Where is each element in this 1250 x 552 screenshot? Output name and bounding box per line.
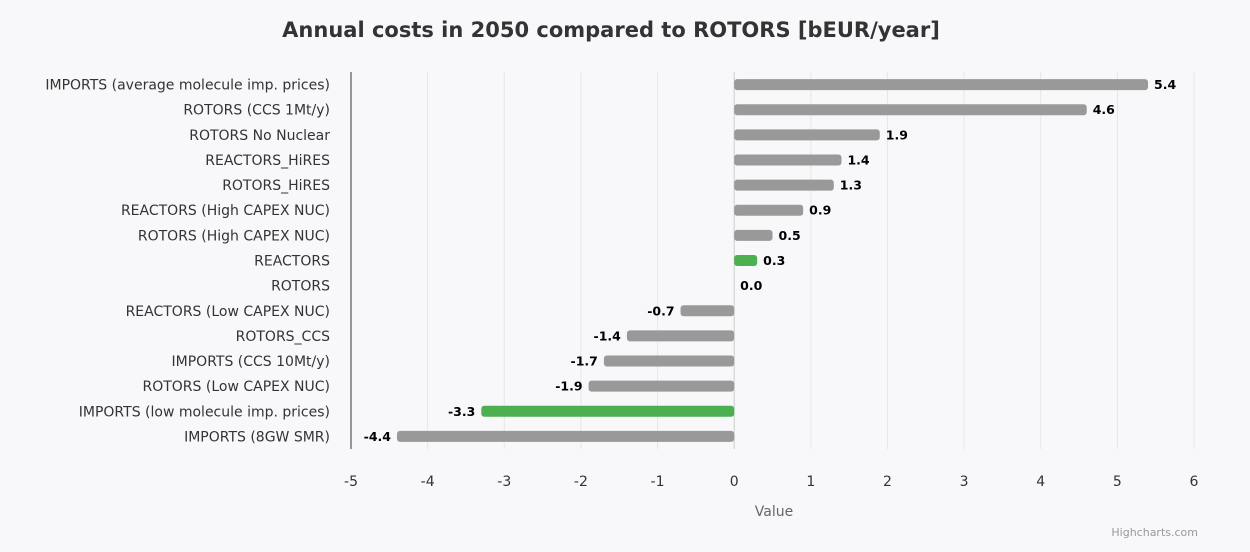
category-label: ROTORS (High CAPEX NUC) <box>138 228 330 244</box>
x-tick-label: 4 <box>1036 474 1045 490</box>
category-label: ROTORS_HiRES <box>222 178 330 194</box>
category-label: IMPORTS (8GW SMR) <box>184 429 330 445</box>
x-tick-label: -1 <box>651 474 665 490</box>
x-tick-label: 6 <box>1190 474 1199 490</box>
data-label: -1.4 <box>594 328 622 343</box>
x-tick-label: 1 <box>806 474 815 490</box>
bar <box>734 229 773 241</box>
x-tick-label: 0 <box>730 474 739 490</box>
data-label: 1.3 <box>840 178 862 193</box>
bar <box>626 330 735 342</box>
x-tick-label: 5 <box>1113 474 1122 490</box>
category-labels: IMPORTS (average molecule imp. prices) RO… <box>45 78 330 446</box>
bar <box>734 129 880 141</box>
category-label: REACTORS (High CAPEX NUC) <box>121 203 330 219</box>
data-label: 0.9 <box>809 203 831 218</box>
x-tick-label: -3 <box>497 474 511 490</box>
data-label: -1.7 <box>571 354 598 369</box>
bar <box>734 79 1149 91</box>
data-label: 0.3 <box>763 253 785 268</box>
data-label: 1.9 <box>886 127 908 142</box>
category-label: ROTORS No Nuclear <box>189 128 330 144</box>
bar <box>734 104 1087 116</box>
category-label: IMPORTS (average molecule imp. prices) <box>45 78 330 94</box>
category-label: IMPORTS (low molecule imp. prices) <box>79 404 330 420</box>
data-label: -0.7 <box>647 303 674 318</box>
category-label: ROTORS (Low CAPEX NUC) <box>142 379 330 395</box>
category-label: REACTORS (Low CAPEX NUC) <box>126 304 330 320</box>
category-label: ROTORS (CCS 1Mt/y) <box>183 103 330 119</box>
data-label: -1.9 <box>555 379 582 394</box>
bar <box>734 179 834 191</box>
category-label: IMPORTS (CCS 10Mt/y) <box>172 354 330 370</box>
data-label: 1.4 <box>847 152 869 167</box>
bar <box>734 255 758 266</box>
category-label: ROTORS_CCS <box>236 329 330 345</box>
data-label: -4.4 <box>364 429 392 444</box>
x-tick-label: -5 <box>344 474 358 490</box>
category-label: REACTORS <box>254 254 330 270</box>
data-label: 0.0 <box>740 278 762 293</box>
credits-link[interactable]: Highcharts.com <box>1111 526 1198 539</box>
x-axis-title: Value <box>755 504 793 520</box>
bar <box>680 305 735 317</box>
bar <box>588 380 735 392</box>
bar <box>481 405 735 417</box>
data-label: 0.5 <box>779 228 801 243</box>
bar <box>734 204 804 216</box>
category-label: REACTORS_HiRES <box>205 153 330 169</box>
bars: 5.4 4.6 1.9 1.4 1.3 0.9 0.5 0.30.0 -0.7 -1.4 -1.7 -… <box>364 77 1177 444</box>
data-label: -3.3 <box>448 404 475 419</box>
chart-title: Annual costs in 2050 compared to ROTORS … <box>282 18 940 42</box>
bar <box>734 154 842 166</box>
x-axis-ticks: -5 -4 -3 -2 -1 0 1 2 3 4 5 6 <box>344 474 1199 490</box>
bar <box>603 355 735 367</box>
data-label: 5.4 <box>1154 77 1176 92</box>
bar <box>396 430 735 442</box>
category-label: ROTORS <box>271 279 330 295</box>
grid-lines <box>427 72 1195 449</box>
x-tick-label: -4 <box>421 474 435 490</box>
x-tick-label: 2 <box>883 474 892 490</box>
data-label: 4.6 <box>1093 102 1115 117</box>
x-tick-label: -2 <box>574 474 588 490</box>
x-tick-label: 3 <box>960 474 969 490</box>
